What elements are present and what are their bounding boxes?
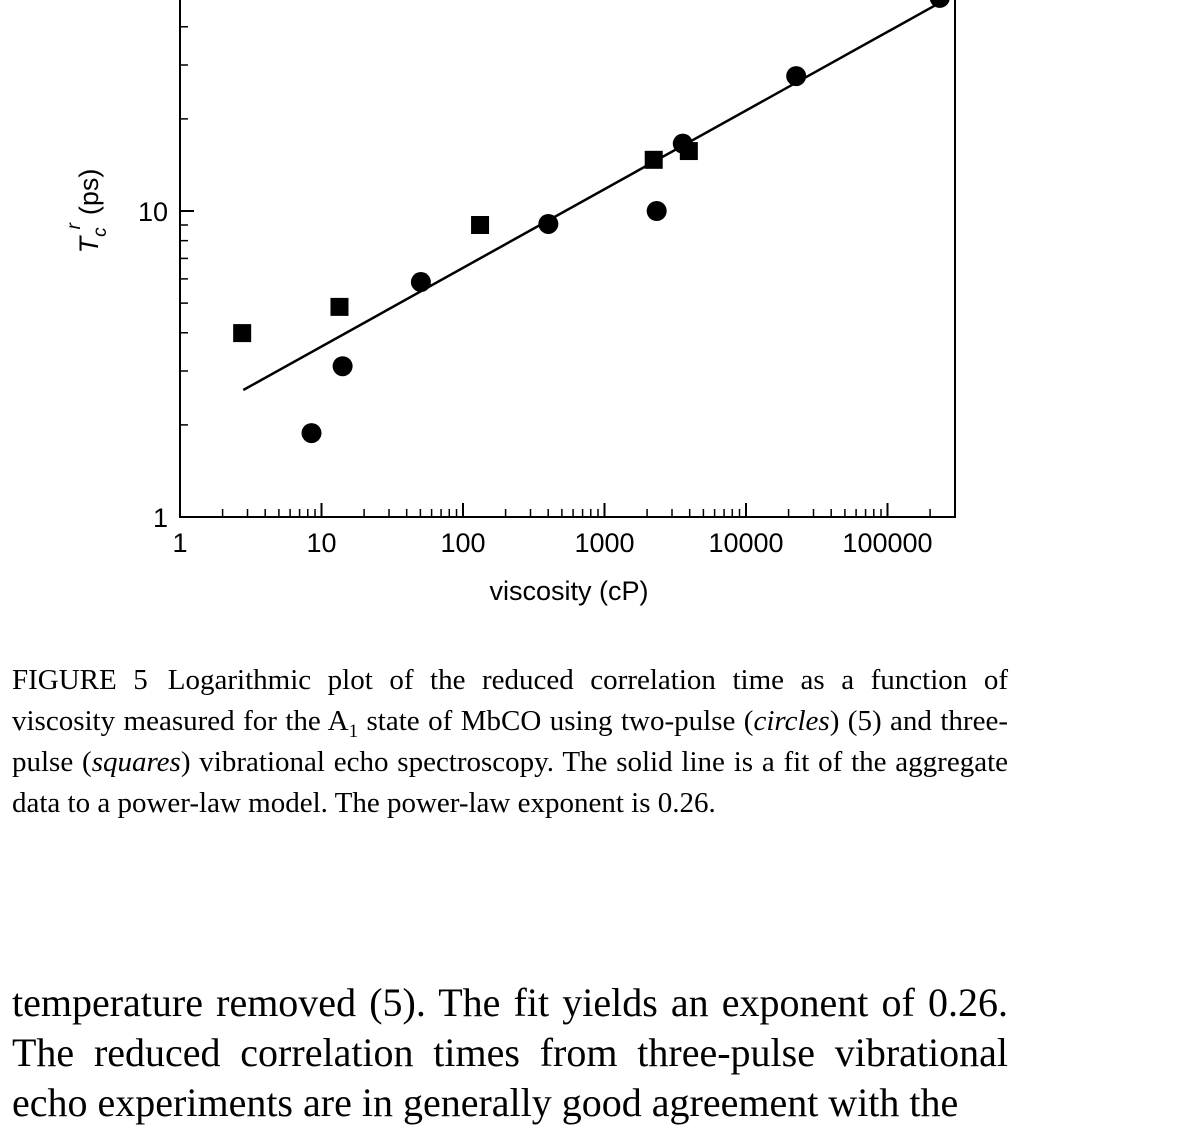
caption-text: squares	[91, 746, 181, 778]
fit-line	[242, 1, 941, 392]
caption-label: FIGURE 5	[12, 664, 148, 696]
figure-caption: FIGURE 5 Logarithmic plot of the reduced …	[12, 660, 1008, 824]
y-tick-label: 1	[153, 503, 168, 533]
x-tick-label: 10	[306, 528, 336, 558]
caption-text: Logarithmic plot of the reduced correlat…	[12, 664, 1008, 737]
caption-text: 1	[348, 720, 359, 742]
caption-text: circles	[753, 705, 830, 737]
page: viscosity (cP) Tcr (ps) 1 10 100 1000 10000 10…	[12, 0, 1008, 1125]
circle-point	[332, 356, 353, 377]
y-axis-label: Tcr (ps)	[64, 169, 111, 254]
body-paragraph: temperature removed (5). The fit yields …	[12, 980, 1008, 1125]
caption-text: ) (5) and three-pulse (	[12, 705, 1008, 778]
circle-point	[301, 423, 322, 444]
caption-text: ) vibrational echo spectroscopy. The sol…	[12, 746, 1008, 819]
square-point	[679, 142, 698, 161]
caption-text: state of MbCO using two-pulse (	[358, 705, 754, 737]
plot-frame	[179, 0, 956, 518]
circle-point	[410, 272, 431, 293]
x-tick-label: 10000	[708, 528, 783, 558]
square-point	[330, 297, 349, 316]
y-label-symbol: T	[74, 234, 104, 253]
square-point	[471, 216, 490, 235]
x-tick-label: 100	[440, 528, 485, 558]
x-tick-label: 1000	[574, 528, 634, 558]
y-label-superscript: r	[64, 222, 85, 229]
y-tick-label: 10	[138, 197, 168, 227]
x-tick-label: 100000	[842, 528, 932, 558]
chart: viscosity (cP) Tcr (ps) 1 10 100 1000 10000 10…	[64, 0, 956, 606]
y-label-unit: (ps)	[74, 169, 104, 216]
circle-point	[646, 201, 667, 221]
x-axis-label: viscosity (cP)	[489, 576, 648, 606]
y-label-subscript: c	[90, 227, 111, 237]
square-point	[233, 324, 252, 343]
x-tick-label: 1	[172, 528, 187, 558]
